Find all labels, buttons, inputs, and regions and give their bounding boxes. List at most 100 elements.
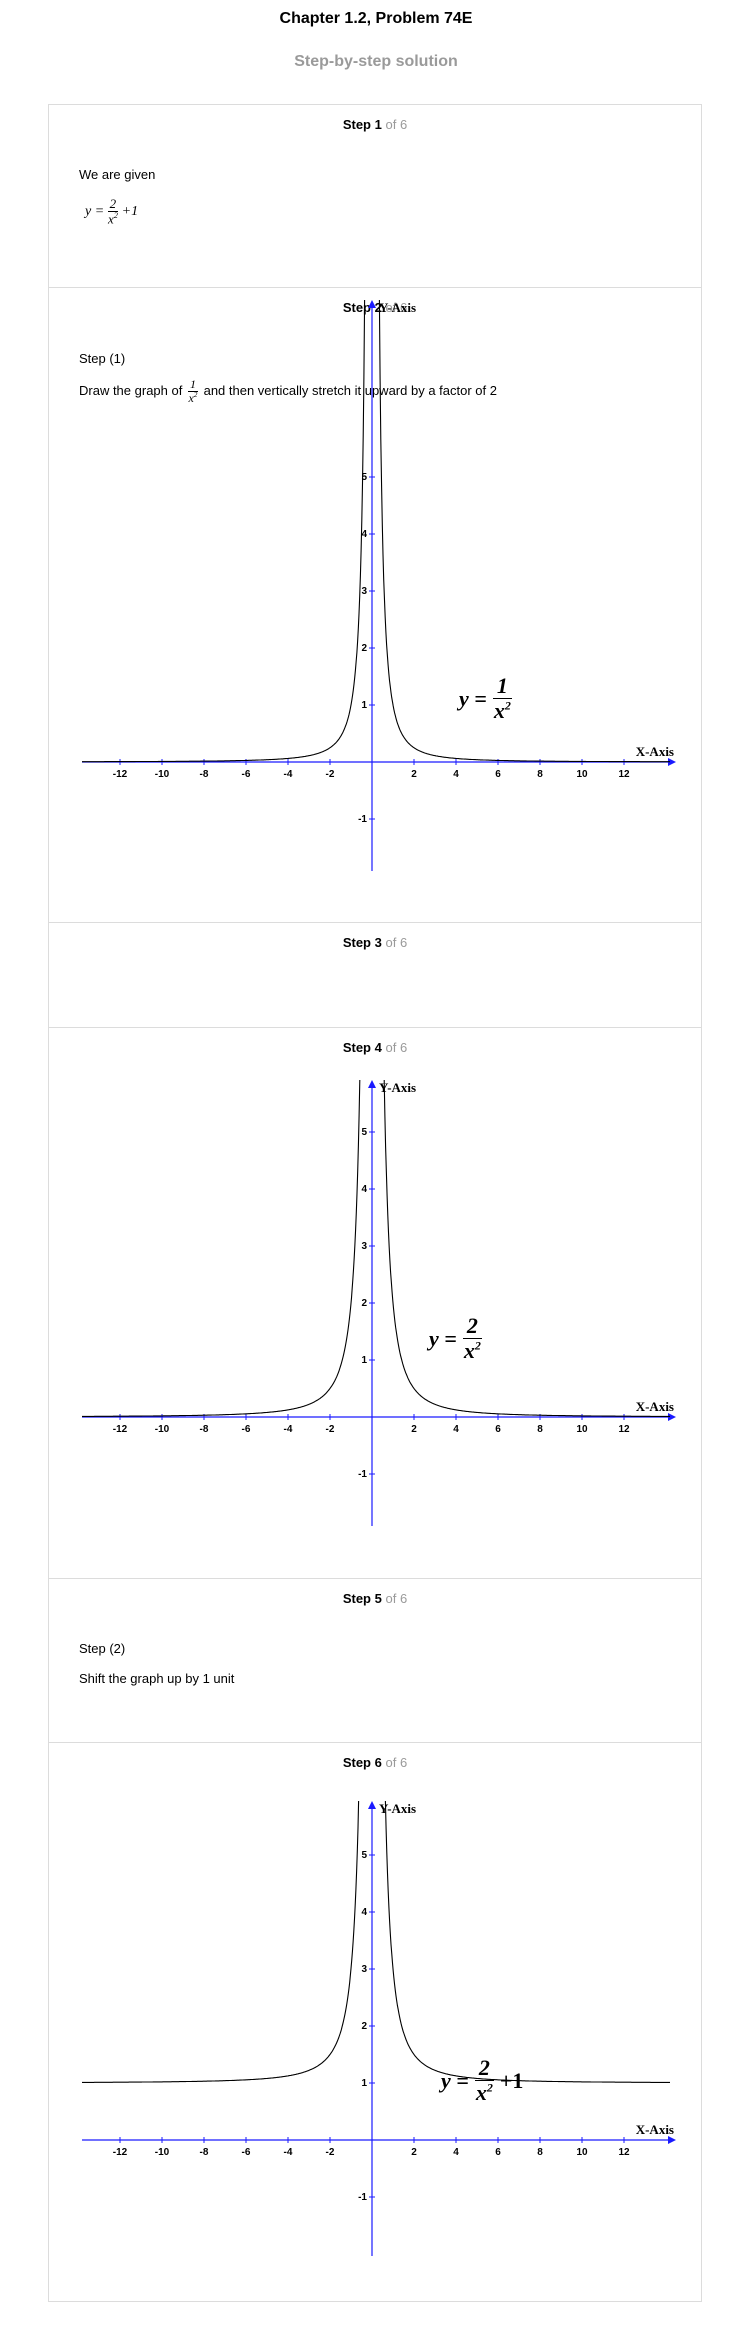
- equation-lhs: y =: [459, 685, 487, 711]
- graph-equation: y = 1 x2: [459, 673, 512, 724]
- step-card-1: Step 1 of 6 We are given y = 2 x2 +1: [48, 104, 702, 288]
- step-heading: Step 5 of 6: [342, 1591, 408, 1606]
- y-tick-label: -1: [358, 814, 367, 825]
- y-tick-label: 3: [361, 586, 367, 597]
- x-tick-label: 6: [495, 769, 501, 780]
- x-tick-label: 2: [411, 1424, 417, 1435]
- x-tick-label: 8: [537, 769, 543, 780]
- x-tick-label: -12: [113, 769, 128, 780]
- y-tick-label: 1: [361, 700, 367, 711]
- y-tick-label: 5: [361, 1850, 367, 1861]
- curve-left-branch: [82, 1079, 361, 1417]
- y-tick-label: 1: [361, 1355, 367, 1366]
- y-tick-label: 5: [361, 472, 367, 483]
- x-axis-arrow: [668, 1413, 676, 1421]
- chart-svg: -12 -10 -8 -6 -4 -2 2 4 6 8 10 12-112345X-AxisY-Axi…: [82, 1079, 676, 1526]
- curve-right-branch: [384, 1800, 670, 2083]
- step-text: Draw the graph of 1 x2 and then verticall…: [79, 377, 497, 406]
- fraction-denominator: x2: [463, 1338, 481, 1364]
- chart-svg: -12 -10 -8 -6 -4 -2 2 4 6 8 10 12-112345X-AxisY-Axi…: [82, 1800, 676, 2256]
- y-tick-label: 2: [361, 643, 367, 654]
- x-axis-arrow: [668, 2136, 676, 2144]
- x-axis-label: X-Axis: [636, 744, 674, 759]
- x-tick-label: 12: [618, 2147, 630, 2158]
- x-tick-label: -8: [200, 1424, 209, 1435]
- x-tick-label: 10: [576, 2147, 588, 2158]
- y-axis-arrow: [368, 1801, 376, 1809]
- y-tick-label: 4: [361, 1907, 367, 1918]
- step-heading: Step 3 of 6: [342, 935, 408, 950]
- curve-left-branch: [82, 299, 366, 763]
- curve-left-branch: [82, 1800, 360, 2083]
- step-card-2: Step 2 of 6 Step (1) Draw the graph of 1…: [48, 287, 702, 923]
- x-tick-label: -10: [155, 769, 170, 780]
- x-tick-label: -2: [326, 2147, 335, 2158]
- fraction-numerator: 1: [492, 673, 512, 700]
- y-tick-label: 2: [361, 2021, 367, 2032]
- equation-fraction: 2 x2: [462, 1313, 482, 1364]
- y-tick-label: 3: [361, 1241, 367, 1252]
- x-tick-label: -2: [326, 769, 335, 780]
- y-axis-label: Y-Axis: [379, 300, 416, 315]
- x-tick-label: 12: [618, 769, 630, 780]
- x-tick-label: -4: [284, 1424, 293, 1435]
- fraction-denominator: x2: [493, 698, 511, 724]
- x-tick-label: 12: [618, 1424, 630, 1435]
- x-axis-arrow: [668, 758, 676, 766]
- x-tick-label: -2: [326, 1424, 335, 1435]
- graph-1-over-x-squared: -12 -10 -8 -6 -4 -2 2 4 6 8 10 12 -1 1 2 3 4 5 X-Axis Y-Axi…: [49, 288, 703, 924]
- x-tick-label: 4: [453, 1424, 459, 1435]
- x-tick-label: 6: [495, 1424, 501, 1435]
- y-tick-label: 4: [361, 1184, 367, 1195]
- curve-right-branch: [378, 299, 670, 763]
- step-text: We are given: [79, 167, 156, 182]
- equation: y = 2 x2 +1: [85, 196, 139, 227]
- page-subtitle: Step-by-step solution: [294, 53, 458, 70]
- fraction-numerator: 2: [462, 1313, 482, 1340]
- curve-right-branch: [383, 1079, 670, 1417]
- step-card-6: Step 6 of 6 -12 -10 -8 -6 -4 -2 2 4 6 8 10 12 -1 1 2 3 4…: [48, 1742, 702, 2302]
- equation-tail: +1: [499, 2067, 524, 2093]
- x-tick-label: -10: [155, 2147, 170, 2158]
- step-text: Shift the graph up by 1 unit: [79, 1671, 235, 1686]
- x-tick-label: -8: [200, 769, 209, 780]
- fraction-denominator: x2: [475, 2080, 493, 2106]
- equation-fraction: 1 x2: [492, 673, 512, 724]
- y-axis-label: Y-Axis: [379, 1080, 416, 1095]
- step-card-3: Step 3 of 6: [48, 922, 702, 1028]
- graph-equation: y = 2 x2 +1: [441, 2055, 524, 2106]
- x-tick-label: -12: [113, 1424, 128, 1435]
- x-tick-label: -10: [155, 1424, 170, 1435]
- y-axis-label: Y-Axis: [379, 1801, 416, 1816]
- y-tick-label: -1: [358, 1469, 367, 1480]
- step-label: Step (1): [79, 351, 126, 366]
- step-label: Step (2): [79, 1641, 126, 1656]
- y-tick-label: 2: [361, 1298, 367, 1309]
- equation-lhs: y =: [429, 1325, 457, 1351]
- x-tick-label: 8: [537, 2147, 543, 2158]
- y-axis-arrow: [368, 1080, 376, 1088]
- step-heading: Step 2 of 6: [342, 300, 408, 315]
- graph-2-over-x-squared-plus-1: -12 -10 -8 -6 -4 -2 2 4 6 8 10 12 -1 1 2 3 4 5 X-Axis Y-Axi…: [49, 1743, 703, 2303]
- page-title: Chapter 1.2, Problem 74E: [279, 10, 473, 27]
- y-tick-label: 3: [361, 1964, 367, 1975]
- step-heading: Step 1 of 6: [342, 117, 408, 132]
- step-card-5: Step 5 of 6 Step (2) Shift the graph up …: [48, 1578, 702, 1743]
- x-tick-label: 4: [453, 2147, 459, 2158]
- chart-svg: -12 -10 -8 -6 -4 -2 2 4 6 8 10 12-112345X-AxisY-Axi…: [82, 299, 676, 871]
- graph-2-over-x-squared: -12 -10 -8 -6 -4 -2 2 4 6 8 10 12 -1 1 2 3 4 5 X-Axis Y-Axi…: [49, 1028, 703, 1580]
- graph-equation: y = 2 x2: [429, 1313, 482, 1364]
- step-heading: Step 6 of 6: [342, 1755, 408, 1770]
- x-tick-label: -6: [242, 769, 251, 780]
- x-tick-label: 2: [411, 2147, 417, 2158]
- x-axis-label: X-Axis: [636, 1399, 674, 1414]
- equation-fraction: 2 x2: [474, 2055, 494, 2106]
- y-axis-arrow: [368, 300, 376, 308]
- x-tick-label: 6: [495, 2147, 501, 2158]
- x-tick-label: -6: [242, 1424, 251, 1435]
- step-card-4: Step 4 of 6 -12 -10 -8 -6 -4 -2 2 4 6 8 10 12 -1 1 2 3 4…: [48, 1027, 702, 1579]
- x-tick-label: 4: [453, 769, 459, 780]
- y-tick-label: 5: [361, 1127, 367, 1138]
- x-tick-label: -4: [284, 2147, 293, 2158]
- x-tick-label: -6: [242, 2147, 251, 2158]
